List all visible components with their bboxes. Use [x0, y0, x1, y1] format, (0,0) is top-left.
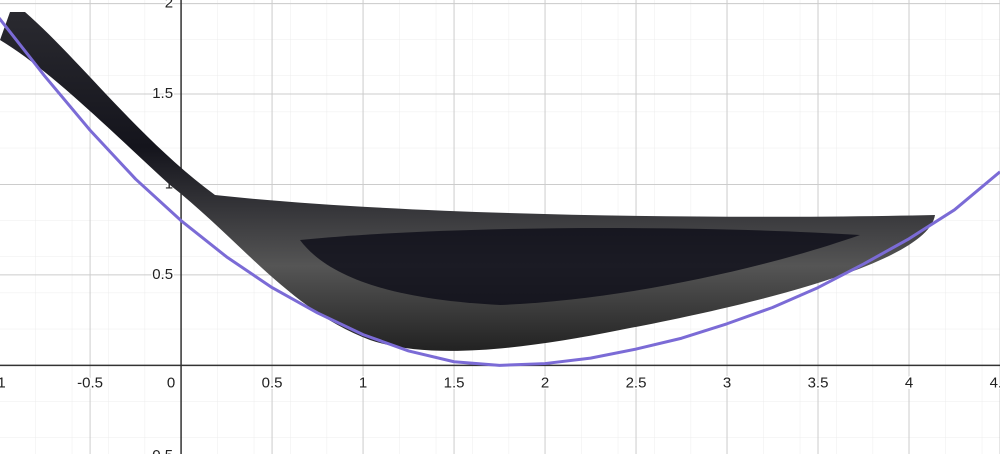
x-tick-label: 2.5: [626, 374, 647, 391]
x-tick-label: -0.5: [77, 374, 103, 391]
curve: [0, 17, 1000, 367]
x-tick-label: 1.5: [444, 374, 465, 391]
y-tick-label: 2: [165, 0, 173, 12]
x-tick-label: 2: [541, 374, 549, 391]
plot: [0, 17, 1000, 367]
y-tick-label: 0.5: [152, 266, 173, 283]
x-tick-label: -1: [0, 374, 6, 391]
x-tick-label: 3.5: [808, 374, 829, 391]
y-tick-label: -0.5: [147, 447, 173, 454]
y-tick-label: 1.5: [152, 85, 173, 102]
x-tick-label: 4.5: [990, 374, 1000, 391]
x-tick-label: 1: [359, 374, 367, 391]
x-tick-label: 3: [723, 374, 731, 391]
x-tick-label: 0.5: [262, 374, 283, 391]
x-tick-label: 4: [905, 374, 913, 391]
x-tick-label: 0: [167, 374, 175, 391]
spoon-reflection: [300, 228, 860, 305]
